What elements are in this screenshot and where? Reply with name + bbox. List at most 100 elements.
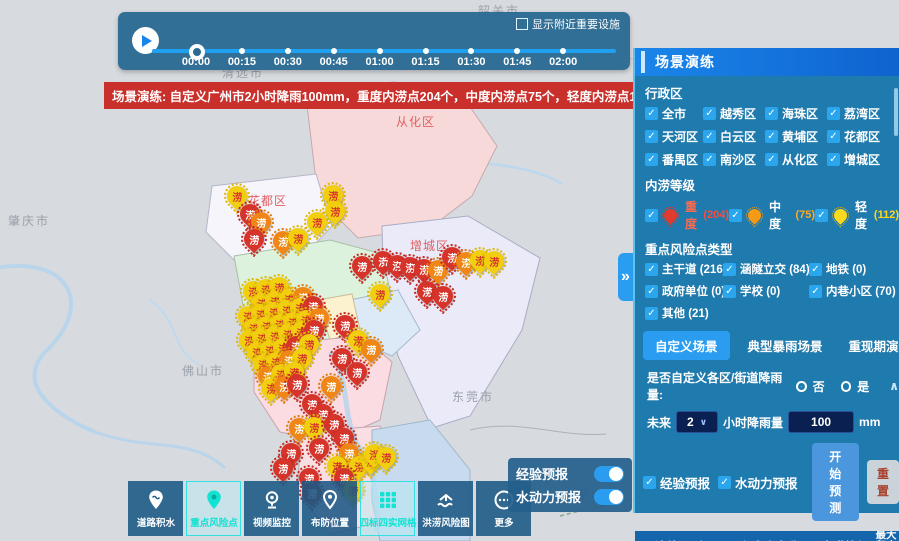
scenario-tab[interactable]: 典型暴雨场景 bbox=[747, 340, 823, 354]
waterlogging-table: 演练雨型 积水点名称 内涝等级 最大积水 (cm 五年一遇情景两小时(平均雨强4… bbox=[635, 531, 899, 541]
checkbox-label: 内巷小区 (70) bbox=[826, 286, 896, 298]
checkbox-icon: ✓ bbox=[827, 107, 840, 120]
nearby-facilities-checkbox[interactable]: 显示附近重要设施 bbox=[516, 16, 620, 32]
district-checkbox[interactable]: ✓ 增城区 bbox=[827, 151, 899, 168]
nearby-facilities-label: 显示附近重要设施 bbox=[532, 19, 620, 31]
flood-marker-glyph: 涝 bbox=[278, 237, 288, 249]
timeline-tick-dot[interactable] bbox=[238, 48, 245, 54]
district-checkbox[interactable]: ✓ 全市 bbox=[645, 105, 703, 122]
checkbox-label: 经验预报 bbox=[660, 476, 711, 491]
rainfall-input[interactable]: 100 bbox=[788, 411, 855, 433]
reset-button[interactable]: 重置 bbox=[866, 460, 899, 504]
radio-group-label: 是否自定义各区/街道降雨量: bbox=[647, 371, 783, 402]
column-header: 演练雨型 bbox=[635, 531, 723, 541]
flood-icon bbox=[435, 489, 457, 511]
flood-marker-glyph: 涝 bbox=[375, 290, 385, 302]
flood-marker-glyph: 涝 bbox=[292, 380, 302, 392]
experience-forecast-checkbox[interactable]: ✓ 经验预报 bbox=[643, 473, 710, 492]
column-header: 内涝等级 bbox=[817, 531, 873, 541]
checkbox-icon: ✓ bbox=[645, 306, 658, 320]
scenario-tab[interactable]: 重现期演练 bbox=[848, 340, 899, 354]
hours-select[interactable]: 2 ∨ bbox=[676, 411, 719, 433]
risk-type-checkbox[interactable]: ✓ 其他 (21) bbox=[645, 305, 723, 321]
level-pin-icon bbox=[658, 202, 683, 228]
flood-marker[interactable]: 涝 bbox=[343, 247, 381, 285]
header-accent bbox=[641, 51, 645, 73]
toggle-label: 经验预报 bbox=[516, 467, 569, 482]
timeline-track[interactable] bbox=[152, 49, 616, 53]
timeline-tick-label: 02:00 bbox=[549, 56, 578, 68]
checkbox-icon bbox=[516, 18, 528, 30]
toolbar-button-pin-water[interactable]: 道路积水 bbox=[128, 481, 183, 536]
timeline-tick-dot[interactable] bbox=[376, 48, 383, 54]
level-checkbox[interactable]: ✓ 中度 (75) bbox=[729, 198, 815, 232]
risk-type-checkbox[interactable]: ✓ 地铁 (0) bbox=[809, 261, 899, 277]
scenario-tab[interactable]: 自定义场景 bbox=[643, 331, 730, 360]
checkbox-icon: ✓ bbox=[809, 284, 822, 298]
checkbox-label: 政府单位 (0) bbox=[662, 286, 726, 298]
district-checkbox[interactable]: ✓ 黄埔区 bbox=[765, 128, 827, 145]
timeline-tick-dot[interactable] bbox=[189, 44, 205, 60]
risk-type-checkbox[interactable]: ✓ 学校 (0) bbox=[723, 283, 809, 299]
panel-title: 场景演练 bbox=[655, 54, 715, 70]
district-checkbox[interactable]: ✓ 番禺区 bbox=[645, 151, 703, 168]
level-checkbox[interactable]: ✓ 轻度 (112) bbox=[815, 198, 899, 232]
forecast-toggle-panel: 经验预报 水动力预报 bbox=[508, 458, 632, 512]
checkbox-label: 南沙区 bbox=[720, 153, 757, 167]
checkbox-label: 增城区 bbox=[844, 153, 881, 167]
level-checkbox[interactable]: ✓ 重度 (204) bbox=[645, 198, 729, 232]
district-checkbox[interactable]: ✓ 天河区 bbox=[645, 128, 703, 145]
district-checkbox[interactable]: ✓ 从化区 bbox=[765, 151, 827, 168]
risk-type-checkbox[interactable]: ✓ 政府单位 (0) bbox=[645, 283, 726, 299]
flood-marker-glyph: 涝 bbox=[293, 234, 303, 246]
timeline-tick-dot[interactable] bbox=[330, 48, 337, 54]
checkbox-label: 全市 bbox=[662, 107, 687, 121]
district-checkbox[interactable]: ✓ 白云区 bbox=[703, 128, 765, 145]
flood-marker-glyph: 涝 bbox=[326, 382, 336, 394]
risk-type-checkbox[interactable]: ✓ 内巷小区 (70) bbox=[809, 283, 899, 299]
hydrodynamic-forecast-checkbox[interactable]: ✓ 水动力预报 bbox=[718, 473, 798, 492]
timeline-tick-dot[interactable] bbox=[560, 48, 567, 54]
checkbox-label: 荔湾区 bbox=[844, 107, 881, 121]
district-checkbox[interactable]: ✓ 花都区 bbox=[827, 128, 899, 145]
toolbar-button-pin[interactable]: 重点风险点 bbox=[186, 481, 241, 536]
collapse-section-icon[interactable]: ∧ bbox=[889, 379, 899, 393]
timeline-tick-label: 01:30 bbox=[457, 56, 486, 68]
risk-type-checkbox[interactable]: ✓ 涵隧立交 (84) bbox=[723, 261, 810, 277]
panel-collapse-button[interactable]: » bbox=[618, 253, 633, 301]
district-checkbox[interactable]: ✓ 荔湾区 bbox=[827, 105, 899, 122]
district-checkbox[interactable]: ✓ 海珠区 bbox=[765, 105, 827, 122]
checkbox-label: 学校 (0) bbox=[740, 286, 781, 298]
column-header: 最大积水 (cm bbox=[873, 531, 899, 541]
toolbar-button-location[interactable]: 布防位置 bbox=[302, 481, 357, 536]
radio-yes[interactable] bbox=[840, 380, 852, 392]
flood-marker[interactable]: 涝 bbox=[312, 367, 350, 405]
toolbar-button-flood[interactable]: 洪涝风险图 bbox=[418, 481, 473, 536]
radio-no[interactable] bbox=[795, 380, 807, 392]
scenario-tabs: 自定义场景 典型暴雨场景 重现期演练 bbox=[643, 331, 899, 360]
flood-marker[interactable]: 涝 bbox=[361, 275, 399, 313]
toolbar-button-grid[interactable]: 四标四实网格 bbox=[359, 481, 416, 536]
checkbox-icon: ✓ bbox=[703, 107, 716, 120]
timeline-tick-dot[interactable] bbox=[284, 48, 291, 54]
start-predict-button[interactable]: 开始预测 bbox=[811, 443, 859, 521]
toggle-switch[interactable] bbox=[594, 488, 624, 505]
toolbar-label: 更多 bbox=[494, 517, 513, 529]
level-count: (112) bbox=[873, 209, 899, 221]
checkbox-icon: ✓ bbox=[723, 284, 736, 298]
timeline-tick-dot[interactable] bbox=[514, 48, 521, 54]
district-checkbox[interactable]: ✓ 越秀区 bbox=[703, 105, 765, 122]
timeline-tick-dot[interactable] bbox=[422, 48, 429, 54]
timeline-tick-dot[interactable] bbox=[468, 48, 475, 54]
timeline-tick-label: 00:15 bbox=[227, 56, 256, 68]
risk-type-checkbox[interactable]: ✓ 主干道 (216) bbox=[645, 261, 727, 277]
toggle-switch[interactable] bbox=[594, 465, 624, 482]
flood-marker[interactable]: 涝 bbox=[300, 429, 338, 467]
panel-scrollbar[interactable] bbox=[894, 88, 898, 136]
flood-marker-glyph: 涝 bbox=[312, 218, 322, 230]
timeline-tick-label: 01:15 bbox=[411, 56, 440, 68]
toolbar-button-camera[interactable]: 视频监控 bbox=[244, 481, 299, 536]
district-checkbox[interactable]: ✓ 南沙区 bbox=[703, 151, 765, 168]
checkbox-icon: ✓ bbox=[703, 130, 716, 143]
flood-marker-glyph: 涝 bbox=[278, 464, 288, 476]
